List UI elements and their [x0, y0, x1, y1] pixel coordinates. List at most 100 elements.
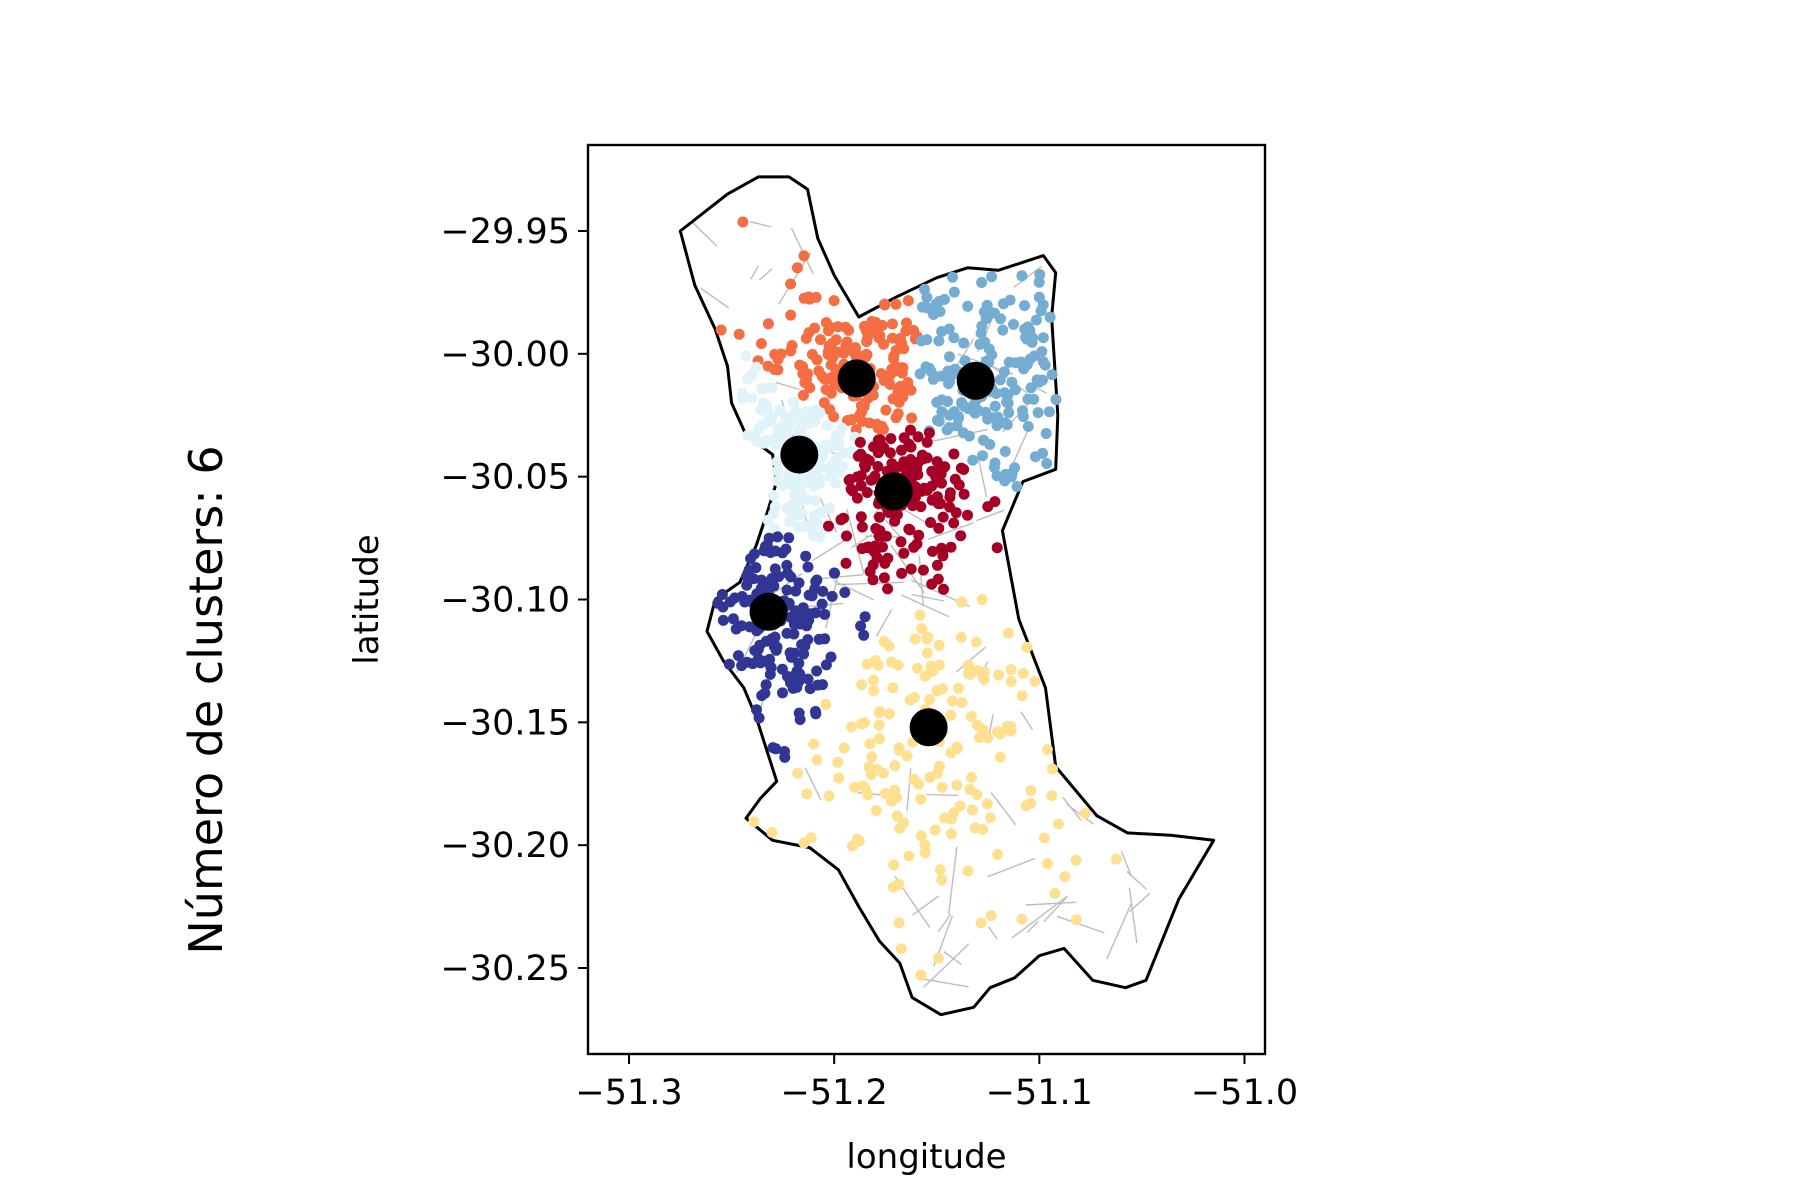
- cluster-point: [973, 732, 985, 743]
- cluster-point: [1034, 269, 1046, 280]
- cluster-point: [830, 334, 842, 346]
- street-segment: [875, 609, 893, 637]
- cluster-point: [833, 772, 845, 784]
- cluster-point: [822, 420, 833, 432]
- cluster-point: [967, 454, 979, 466]
- cluster-point: [737, 393, 749, 405]
- cluster-point: [926, 578, 938, 590]
- cluster-point: [794, 668, 806, 680]
- cluster-point: [785, 571, 797, 583]
- cluster-point: [901, 317, 912, 329]
- cluster-point: [760, 382, 772, 394]
- cluster-point: [805, 832, 817, 844]
- cluster-point: [1025, 785, 1037, 797]
- cluster-point: [864, 738, 876, 750]
- cluster-point: [869, 540, 881, 552]
- cluster-points: [712, 216, 1122, 981]
- cluster-point: [890, 298, 902, 310]
- cluster-point: [777, 480, 788, 492]
- cluster-point: [741, 579, 753, 591]
- cluster-point: [919, 670, 931, 682]
- cluster-point: [748, 816, 760, 828]
- cluster-point: [733, 328, 745, 340]
- cluster-point: [1010, 357, 1022, 369]
- cluster-point: [781, 559, 793, 571]
- cluster-point: [838, 512, 849, 524]
- cluster-point: [962, 300, 974, 312]
- cluster-point: [1040, 428, 1052, 439]
- cluster-point: [865, 474, 877, 486]
- cluster-point: [911, 538, 923, 550]
- cluster-point: [791, 262, 803, 274]
- cluster-point: [955, 530, 967, 542]
- cluster-point: [796, 421, 807, 433]
- street-segment: [911, 895, 940, 916]
- cluster-point: [971, 719, 983, 731]
- cluster-point: [858, 629, 870, 641]
- cluster-point: [907, 471, 919, 482]
- cluster-point: [896, 367, 908, 379]
- cluster-point: [963, 430, 975, 442]
- cluster-point: [846, 721, 857, 733]
- cluster-point: [852, 471, 863, 483]
- cluster-point: [866, 751, 878, 763]
- cluster-point: [832, 756, 844, 768]
- cluster-point: [948, 332, 960, 344]
- cluster-point: [891, 509, 903, 521]
- cluster-point: [951, 779, 963, 791]
- cluster-point: [927, 545, 938, 557]
- cluster-point: [965, 711, 977, 722]
- cluster-point: [840, 557, 852, 569]
- cluster-point: [808, 530, 820, 542]
- cluster-point: [769, 563, 781, 575]
- cluster-point: [1002, 627, 1014, 639]
- cluster-point: [1022, 421, 1034, 432]
- cluster-point: [763, 532, 775, 544]
- cluster-point: [981, 798, 993, 810]
- cluster-point: [1029, 675, 1041, 687]
- cluster-point: [762, 318, 774, 330]
- cluster-point: [823, 520, 834, 532]
- street-segment: [906, 768, 912, 812]
- cluster-point: [919, 847, 931, 859]
- cluster-point: [1070, 914, 1082, 926]
- cluster-point: [917, 564, 929, 576]
- cluster-point: [1041, 744, 1053, 756]
- cluster-point: [939, 293, 950, 305]
- cluster-point: [936, 326, 948, 337]
- cluster-point: [903, 523, 915, 535]
- cluster-point: [1037, 299, 1049, 311]
- cluster-point: [963, 403, 975, 415]
- cluster-point: [762, 360, 774, 372]
- cluster-point: [791, 408, 803, 420]
- street-segment: [1043, 896, 1068, 923]
- cluster-point: [771, 456, 783, 468]
- cluster-point: [872, 461, 884, 472]
- y-tick-label: −30.15: [440, 703, 570, 743]
- cluster-point: [951, 741, 963, 753]
- cluster-point: [1006, 467, 1018, 479]
- street-segment: [1106, 902, 1133, 960]
- cluster-point: [861, 487, 873, 498]
- cluster-point: [811, 574, 823, 586]
- street-segment: [1128, 887, 1138, 944]
- cluster-point: [1025, 382, 1037, 394]
- street-segment: [955, 646, 986, 673]
- cluster-point: [841, 336, 853, 348]
- cluster-point: [901, 750, 913, 762]
- cluster-point: [895, 943, 907, 955]
- cluster-centroids: [749, 359, 995, 747]
- cluster-point: [747, 658, 759, 670]
- street-segment: [1120, 850, 1133, 877]
- cluster-point: [830, 477, 842, 489]
- cluster-point: [989, 496, 1001, 508]
- cluster-point: [761, 434, 773, 446]
- cluster-point: [760, 679, 772, 691]
- cluster-point: [1016, 690, 1028, 702]
- cluster-point: [794, 359, 806, 371]
- cluster-point: [803, 291, 815, 303]
- cluster-point: [736, 591, 748, 602]
- cluster-point: [800, 521, 812, 533]
- cluster-point: [784, 647, 796, 659]
- cluster-point: [1030, 314, 1042, 326]
